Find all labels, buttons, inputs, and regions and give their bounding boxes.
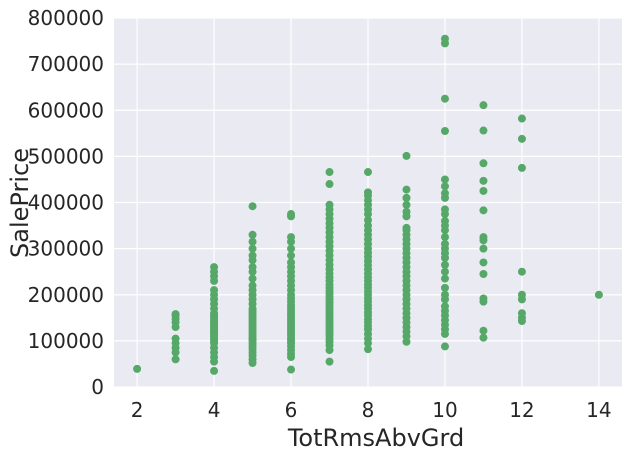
y-tick-label: 800000	[28, 6, 104, 30]
y-tick-label: 300000	[28, 237, 104, 261]
data-point	[325, 180, 334, 189]
data-point	[479, 159, 488, 168]
x-tick-label: 6	[285, 398, 298, 422]
x-tick-label: 12	[509, 398, 534, 422]
y-tick-label: 100000	[28, 329, 104, 353]
x-tick-label: 2	[131, 398, 144, 422]
y-axis-label: SalePrice	[6, 148, 34, 258]
data-point	[479, 294, 488, 303]
data-point	[440, 342, 449, 351]
data-point	[210, 263, 219, 272]
x-tick-label: 14	[586, 398, 611, 422]
data-point	[440, 182, 449, 191]
y-tick-label: 400000	[28, 191, 104, 215]
data-point	[440, 283, 449, 292]
data-point	[517, 114, 526, 123]
data-point	[517, 134, 526, 143]
data-point	[479, 206, 488, 215]
data-point	[440, 94, 449, 103]
data-point	[133, 364, 142, 373]
data-point	[594, 290, 603, 299]
data-point	[440, 233, 449, 242]
y-tick-label: 0	[91, 375, 104, 399]
data-point	[479, 126, 488, 135]
data-point	[402, 223, 411, 232]
y-tick-label: 200000	[28, 283, 104, 307]
data-point	[479, 269, 488, 278]
data-point	[364, 221, 372, 230]
x-tick-label: 8	[362, 398, 375, 422]
data-point	[479, 233, 488, 242]
data-point	[479, 326, 488, 335]
data-point	[248, 202, 257, 211]
data-point	[248, 244, 257, 253]
data-point	[248, 274, 257, 283]
x-tick-label: 10	[432, 398, 457, 422]
data-point	[210, 366, 219, 375]
data-point	[287, 258, 296, 267]
data-point	[364, 345, 372, 354]
data-point	[287, 210, 296, 219]
x-axis-label: TotRmsAbvGrd	[287, 424, 464, 452]
data-point	[402, 193, 411, 202]
data-points	[133, 34, 603, 375]
data-point	[287, 365, 296, 374]
data-point	[248, 263, 257, 272]
data-point	[440, 240, 449, 249]
data-point	[248, 230, 257, 239]
data-point	[287, 251, 296, 260]
x-tick-label: 4	[208, 398, 221, 422]
data-point	[287, 244, 296, 253]
data-point	[479, 186, 488, 195]
data-point	[440, 175, 449, 184]
data-point	[325, 168, 334, 177]
data-point	[210, 286, 219, 295]
data-point	[248, 251, 257, 260]
data-point	[479, 333, 488, 342]
data-point	[440, 189, 449, 198]
data-point	[440, 267, 449, 276]
data-point	[402, 151, 411, 160]
data-point	[479, 176, 488, 185]
data-point	[517, 290, 526, 299]
data-point	[479, 101, 488, 110]
data-point	[402, 337, 411, 346]
data-point	[402, 200, 411, 209]
data-point	[364, 168, 372, 177]
y-tick-label: 600000	[28, 98, 104, 122]
data-point	[517, 309, 526, 318]
y-tick-label: 700000	[28, 52, 104, 76]
data-point	[440, 205, 449, 214]
data-point	[171, 355, 180, 364]
data-point	[440, 127, 449, 136]
x-axis-ticks: 2 4 6 8 10 12 14	[131, 398, 612, 422]
data-point	[440, 34, 449, 43]
data-point	[440, 290, 449, 299]
data-point	[402, 185, 411, 194]
data-point	[248, 281, 257, 290]
data-point	[440, 302, 449, 311]
y-tick-label: 500000	[28, 144, 104, 168]
y-axis-ticks: 0 100000 200000 300000 400000 500000 600000 700…	[28, 6, 104, 399]
data-point	[171, 334, 180, 343]
data-point	[364, 216, 372, 225]
data-point	[479, 258, 488, 267]
data-point	[248, 237, 257, 246]
data-point	[517, 267, 526, 276]
data-point	[440, 260, 449, 269]
data-point	[402, 207, 411, 216]
data-point	[364, 188, 372, 197]
data-point	[325, 200, 334, 209]
data-point	[325, 357, 334, 366]
data-point	[479, 244, 488, 253]
data-point	[440, 274, 449, 283]
data-point	[287, 233, 296, 242]
data-point	[517, 163, 526, 172]
data-point	[171, 310, 180, 319]
data-point	[440, 216, 449, 225]
